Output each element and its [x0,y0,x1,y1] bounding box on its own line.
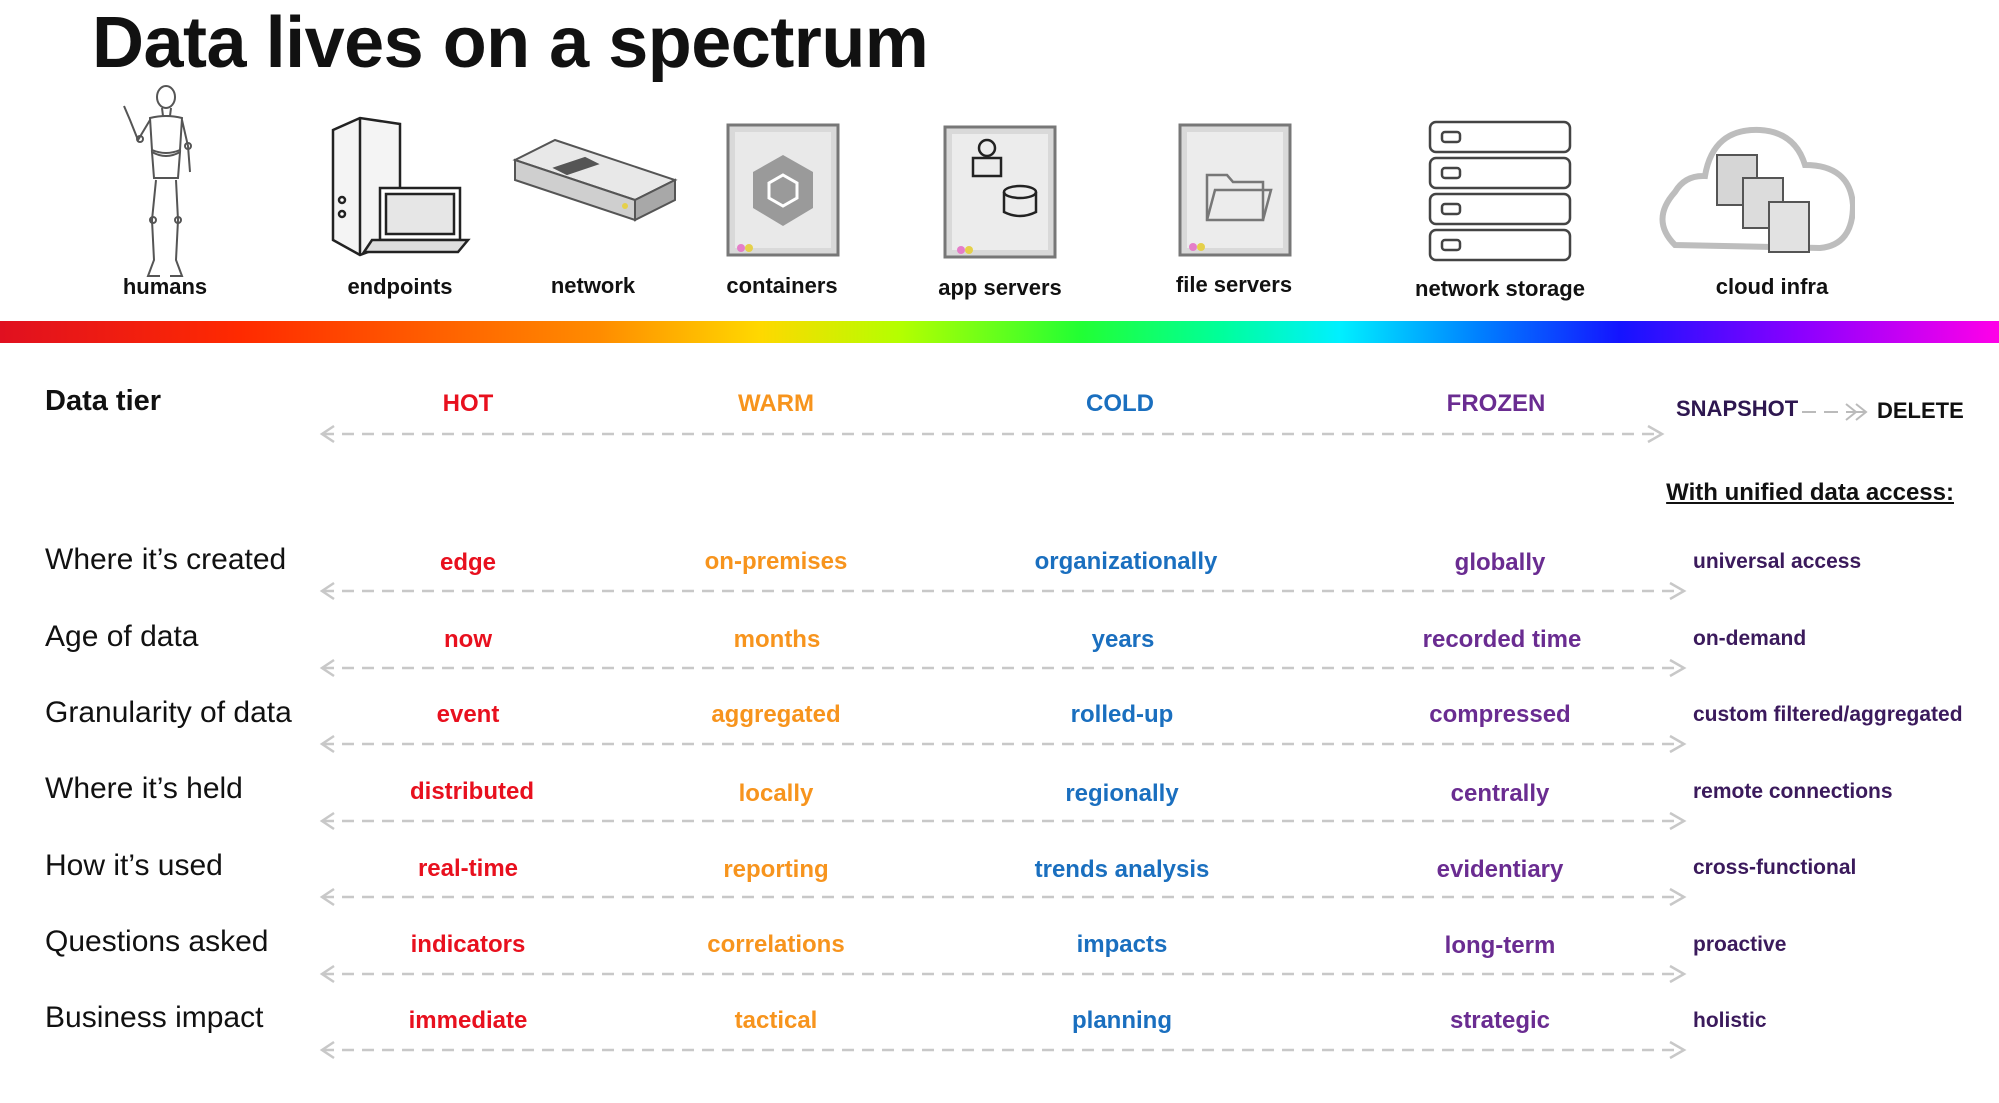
row-spectrum-arrow [319,811,1687,831]
hot-value: event [436,701,500,728]
hot-value: immediate [408,1007,528,1034]
cold-value: years [1091,626,1155,653]
warm-value: correlations [707,931,845,958]
device-label-cloud-infra: cloud infra [1715,274,1829,299]
row-spectrum-arrow [319,1040,1687,1060]
warm-value: reporting [723,856,829,883]
spectrum-bar [0,321,1999,343]
unified-value: universal access [1693,550,1862,573]
container-cube-icon [683,80,883,280]
tier-delete: DELETE [1877,398,1964,423]
storage-rack-icon [1400,80,1600,280]
hot-value: real-time [417,855,519,882]
frozen-value: evidentiary [1436,856,1564,883]
device-label-endpoints: endpoints [347,274,453,299]
row-label: Questions asked [45,925,269,958]
device-label-network-storage: network storage [1415,276,1585,301]
frozen-value: strategic [1449,1007,1551,1034]
cold-value: trends analysis [1034,856,1210,883]
hot-value: edge [439,549,496,576]
unified-value: cross-functional [1693,856,1857,879]
tier-warm: WARM [738,390,814,417]
cold-value: rolled-up [1070,701,1174,728]
warm-value: months [733,626,821,653]
device-label-humans: humans [122,274,208,299]
tier-spectrum-arrow [319,424,1665,444]
cold-value: planning [1072,1007,1172,1034]
warm-value: aggregated [711,701,841,728]
row-label: Where it’s held [45,772,243,805]
cold-value: regionally [1065,780,1179,807]
hot-value: distributed [410,778,534,805]
tier-hot: HOT [442,390,494,417]
tier-frozen: FROZEN [1446,390,1546,417]
hot-value: indicators [410,931,526,958]
row-label: How it’s used [45,849,223,882]
unified-value: remote connections [1693,780,1893,803]
cold-value: organizationally [1034,548,1218,575]
row-spectrum-arrow [319,658,1687,678]
warm-value: locally [738,780,814,807]
snapshot-to-delete-arrow-icon [1802,403,1868,421]
row-spectrum-arrow [319,964,1687,984]
device-label-app-servers: app servers [938,275,1062,300]
frozen-value: recorded time [1422,626,1582,653]
unified-value: on-demand [1693,627,1807,650]
desktop-laptop-icon [300,80,500,280]
app-server-icon [905,80,1105,280]
device-label-containers: containers [726,273,838,298]
frozen-value: compressed [1429,701,1571,728]
frozen-value: globally [1454,549,1546,576]
warm-value: on-premises [704,548,848,575]
cold-value: impacts [1076,931,1168,958]
cloud-servers-icon [1655,80,1855,280]
file-server-folder-icon [1135,80,1335,280]
hot-value: now [444,626,492,653]
page-title: Data lives on a spectrum [92,3,929,83]
row-label-data-tier: Data tier [45,385,162,417]
network-switch-icon [495,80,695,280]
mannequin-icon [66,80,266,280]
unified-value: custom filtered/aggregated [1693,703,1963,726]
frozen-value: centrally [1450,780,1550,807]
device-label-network: network [550,273,636,298]
row-label: Where it’s created [45,543,287,576]
row-label: Granularity of data [45,696,292,729]
unified-access-header: With unified data access: [1666,479,1954,506]
row-spectrum-arrow [319,734,1687,754]
frozen-value: long-term [1444,932,1556,959]
row-label: Business impact [45,1001,264,1034]
device-label-file-servers: file servers [1175,272,1293,297]
row-spectrum-arrow [319,581,1687,601]
tier-cold: COLD [1086,390,1154,417]
unified-value: proactive [1693,933,1787,956]
row-spectrum-arrow [319,887,1687,907]
tier-snapshot: SNAPSHOT [1676,396,1799,421]
row-label: Age of data [45,620,199,653]
unified-value: holistic [1693,1009,1767,1032]
warm-value: tactical [734,1007,818,1034]
